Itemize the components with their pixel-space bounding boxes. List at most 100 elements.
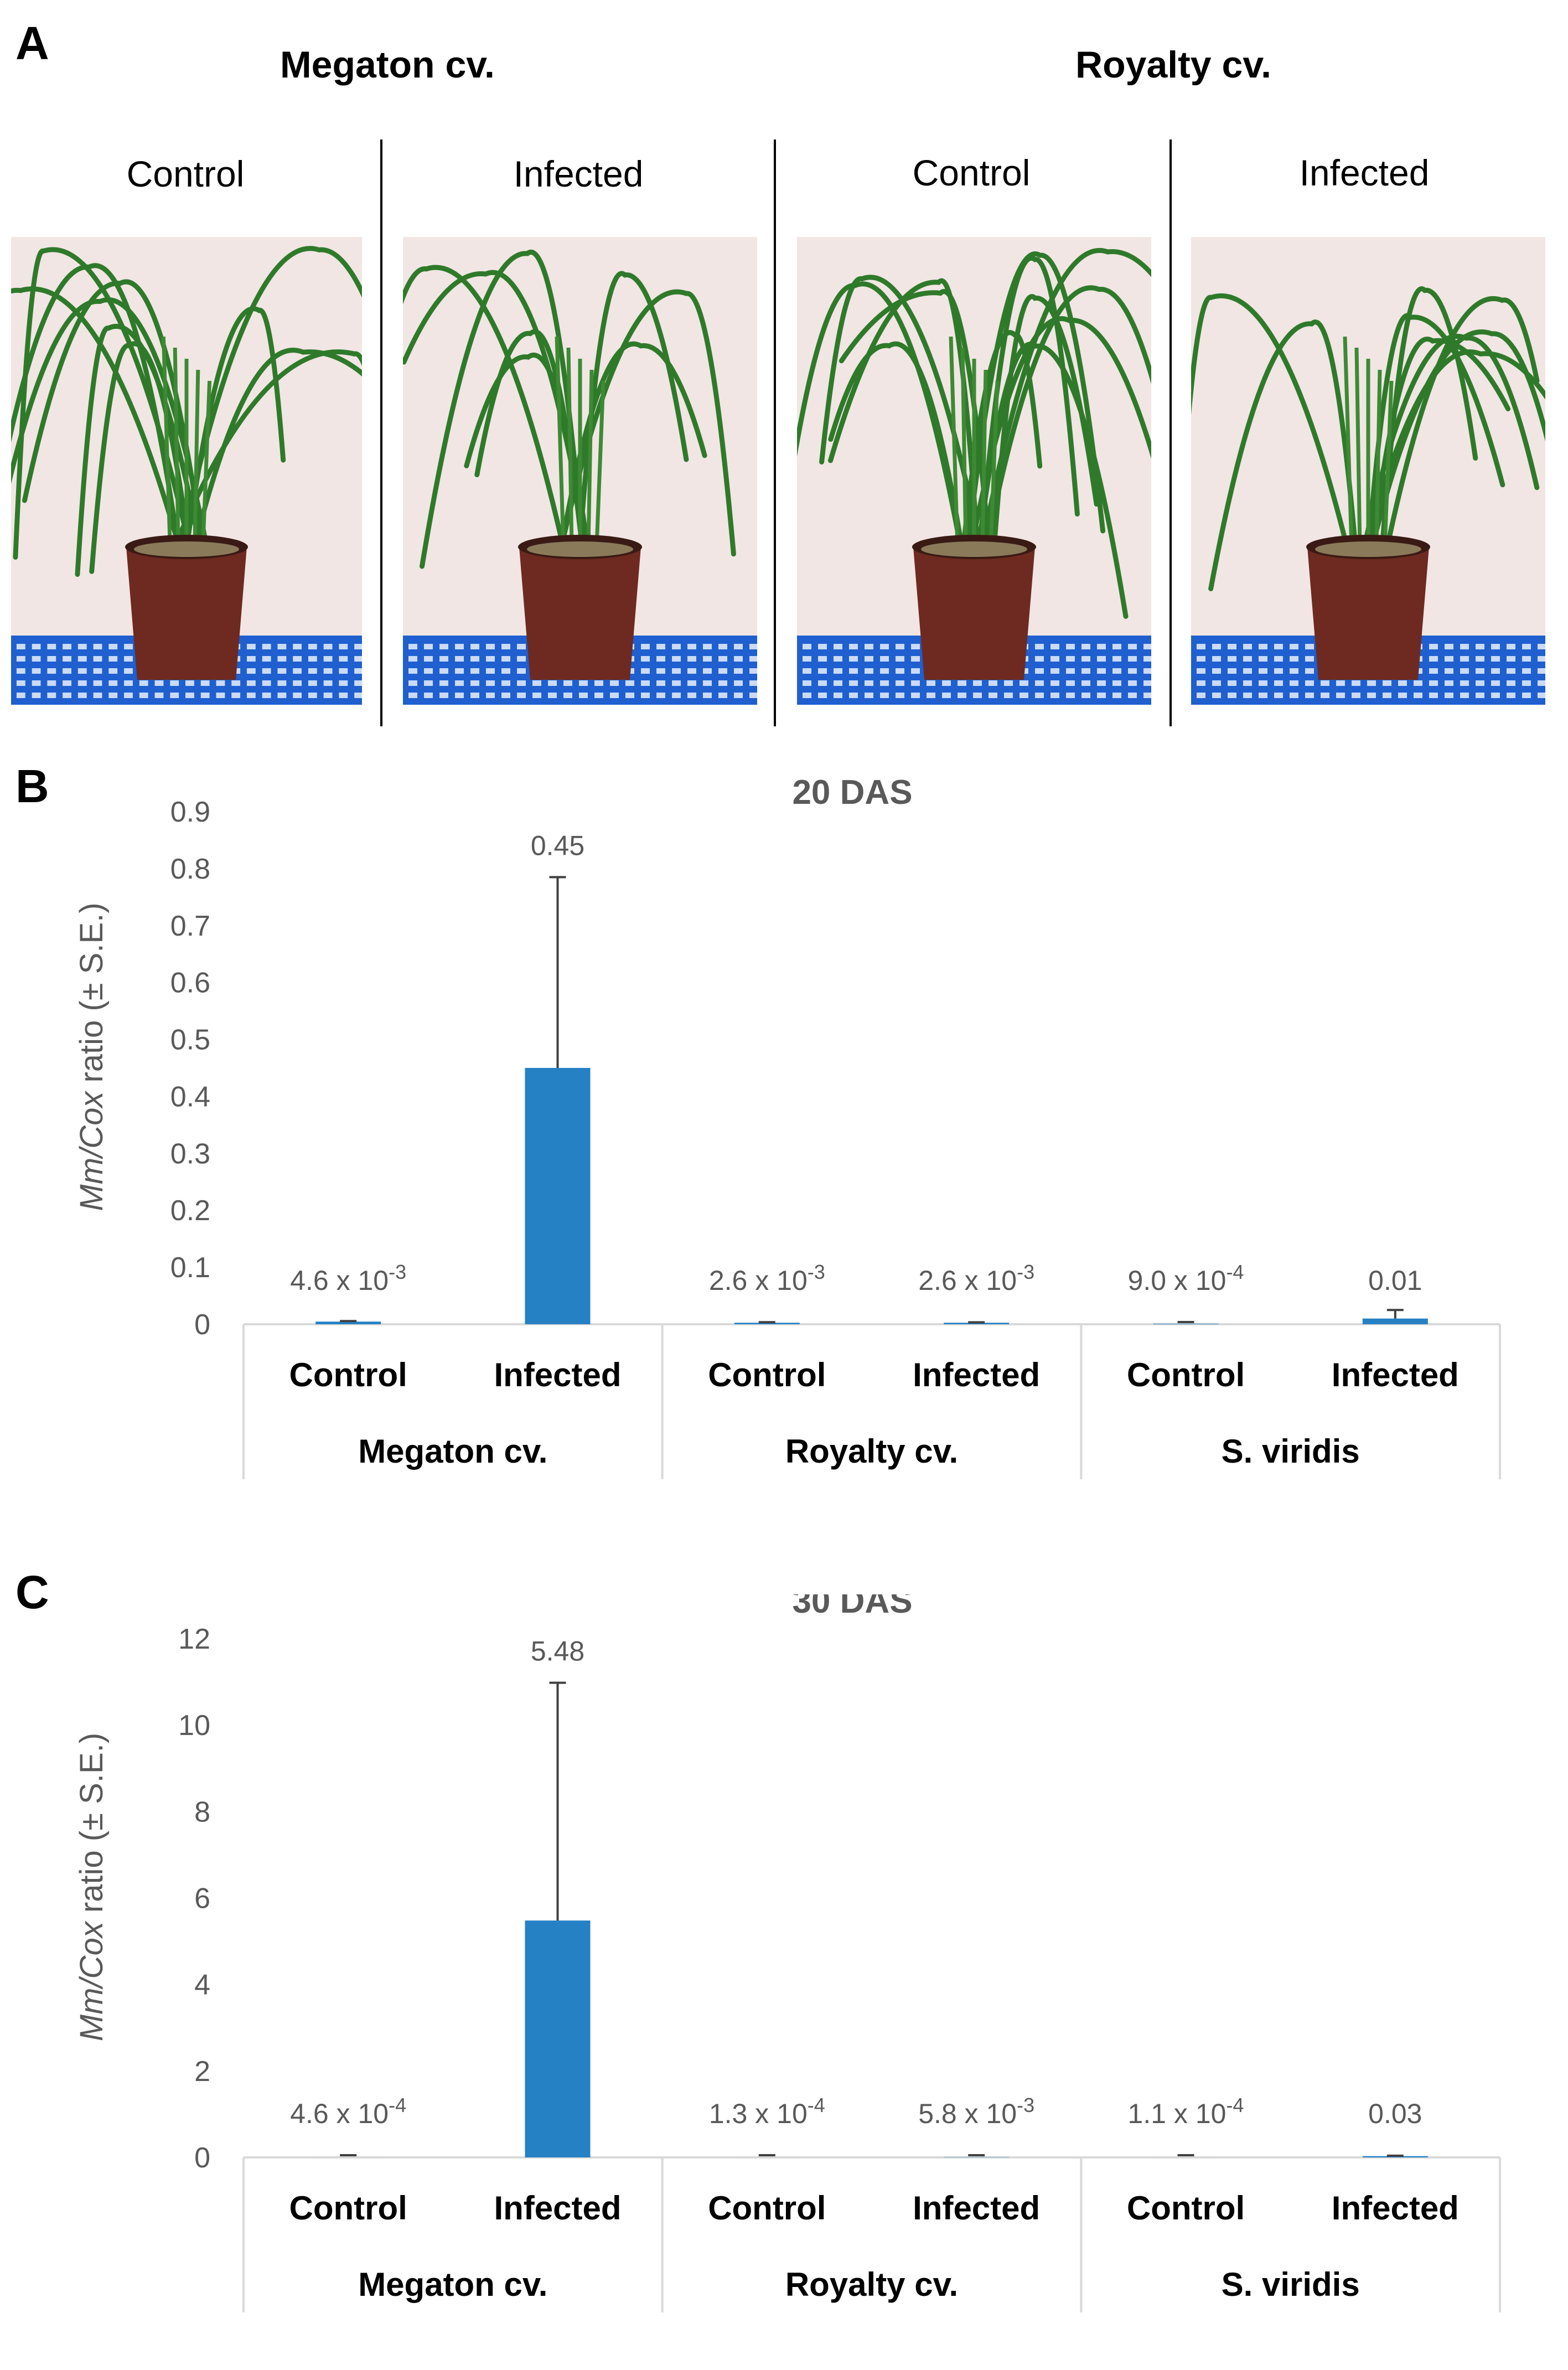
bench-grid-cell — [216, 693, 225, 698]
plant-leaf — [75, 323, 203, 577]
bench-grid-cell — [77, 693, 87, 698]
bench-grid-cell — [1460, 680, 1469, 686]
plant-photo-royalty-control — [797, 237, 1151, 705]
bench-grid-cell — [1507, 668, 1515, 674]
bench-grid-cell — [656, 656, 665, 662]
bench-grid-cell — [803, 644, 811, 649]
bench-grid-cell — [455, 693, 464, 698]
bench-grid-cell — [246, 656, 256, 662]
bench-grid-cell — [308, 668, 317, 674]
bench-grid-cell — [896, 680, 904, 686]
bench-grid-cell — [339, 668, 348, 674]
data-label: 1.1 x 10-4 — [1128, 2094, 1244, 2129]
bench-grid-cell — [1305, 693, 1314, 698]
bench-grid-cell — [942, 693, 951, 698]
bench-grid-cell — [641, 644, 650, 649]
bench-grid-cell — [865, 656, 873, 662]
data-label-exponent: -3 — [808, 1261, 825, 1283]
bench-grid-cell — [246, 680, 256, 686]
data-label: 5.8 x 10-3 — [918, 2094, 1034, 2129]
bench-grid-cell — [501, 644, 510, 649]
bench-grid-cell — [408, 656, 417, 662]
plant-leaf — [474, 329, 585, 550]
bench-grid-cell — [1081, 656, 1090, 662]
bench-grid-cell — [231, 693, 241, 698]
plant-leaf — [178, 246, 362, 550]
cultivar-title-royalty: Royalty cv. — [1075, 44, 1271, 86]
bench-grid-cell — [277, 668, 287, 674]
bench-grid-cell — [1491, 668, 1500, 674]
plant-leaf — [965, 251, 1106, 550]
bench-grid-cell — [1197, 656, 1205, 662]
data-label-base: 9.0 x 10 — [1128, 1265, 1227, 1296]
y-axis-label-rest: ratio (± S.E.) — [74, 1733, 110, 1922]
bench-grid-cell — [486, 668, 495, 674]
bench-grid-cell — [32, 680, 41, 686]
bench-grid-cell — [672, 656, 681, 662]
bench-grid-cell — [1050, 656, 1059, 662]
bench-grid-cell — [641, 656, 650, 662]
bench-grid-cell — [656, 668, 665, 674]
bench-grid-cell — [703, 644, 712, 649]
plant-leaf — [828, 341, 965, 550]
bench-grid-cell — [1460, 693, 1469, 698]
bench-grid-cell — [124, 668, 133, 674]
bench-grid-cell — [1367, 693, 1376, 698]
plant-leaf — [558, 341, 707, 550]
bench-grid-cell — [1460, 668, 1469, 674]
bench-grid-cell — [849, 668, 858, 674]
bench-grid-cell — [1081, 644, 1090, 649]
bench-grid-cell — [1212, 656, 1221, 662]
category-label: Control — [289, 1356, 407, 1393]
bench-grid-cell — [641, 680, 650, 686]
bench-grid-cell — [93, 668, 102, 674]
bench-grid-cell — [896, 656, 904, 662]
bench-grid-cell — [246, 693, 256, 698]
bench-grid-cell — [803, 693, 811, 698]
bench-grid-cell — [1228, 644, 1236, 649]
bench-grid-cell — [1035, 644, 1044, 649]
bench-grid-cell — [1081, 680, 1090, 686]
data-label-base: 0.45 — [531, 830, 584, 861]
bench-grid-cell — [1128, 693, 1137, 698]
data-label: 0.01 — [1368, 1265, 1422, 1296]
photo-label-royalty-infected: Infected — [1299, 152, 1430, 193]
data-label-exponent: -3 — [389, 1261, 406, 1283]
bench-grid-cell — [1507, 656, 1515, 662]
bench-grid-cell — [672, 680, 681, 686]
category-label: Control — [708, 2190, 826, 2227]
bench-grid-cell — [1050, 693, 1059, 698]
category-label: Infected — [1332, 1356, 1459, 1393]
plant-stem — [989, 380, 1000, 548]
bench-grid-cell — [408, 644, 417, 649]
bench-grid-cell — [47, 693, 56, 698]
bench-grid-cell — [1476, 680, 1484, 686]
data-label: 1.3 x 10-4 — [709, 2094, 825, 2129]
bench-grid-cell — [532, 693, 541, 698]
bench-grid-cell — [1259, 693, 1267, 698]
bench-grid-cell — [1445, 680, 1453, 686]
bench-grid-cell — [1035, 668, 1044, 674]
bench-grid-cell — [1081, 668, 1090, 674]
plant-stem — [1343, 336, 1354, 548]
plant-leaf — [980, 247, 1151, 550]
category-label: Control — [708, 1356, 826, 1393]
bench-grid-cell — [1383, 693, 1391, 698]
pot — [519, 547, 641, 680]
bench-grid-cell — [563, 693, 572, 698]
bench-grid-cell — [16, 656, 25, 662]
y-tick-label: 0.6 — [170, 967, 210, 999]
bench-grid-cell — [1538, 693, 1545, 698]
bench-grid-cell — [942, 680, 951, 686]
bench-grid-cell — [880, 680, 889, 686]
bench-grid-cell — [958, 680, 966, 686]
bench-grid-cell — [1460, 656, 1469, 662]
plant-leaf — [403, 265, 566, 550]
bench-grid-cell — [594, 693, 603, 698]
bench-grid-cell — [124, 693, 133, 698]
bench-grid-cell — [1243, 680, 1252, 686]
bench-grid-cell — [455, 644, 464, 649]
y-tick-label: 4 — [194, 1969, 210, 2001]
bench-grid-cell — [1050, 644, 1059, 649]
bench-grid-cell — [323, 656, 333, 662]
